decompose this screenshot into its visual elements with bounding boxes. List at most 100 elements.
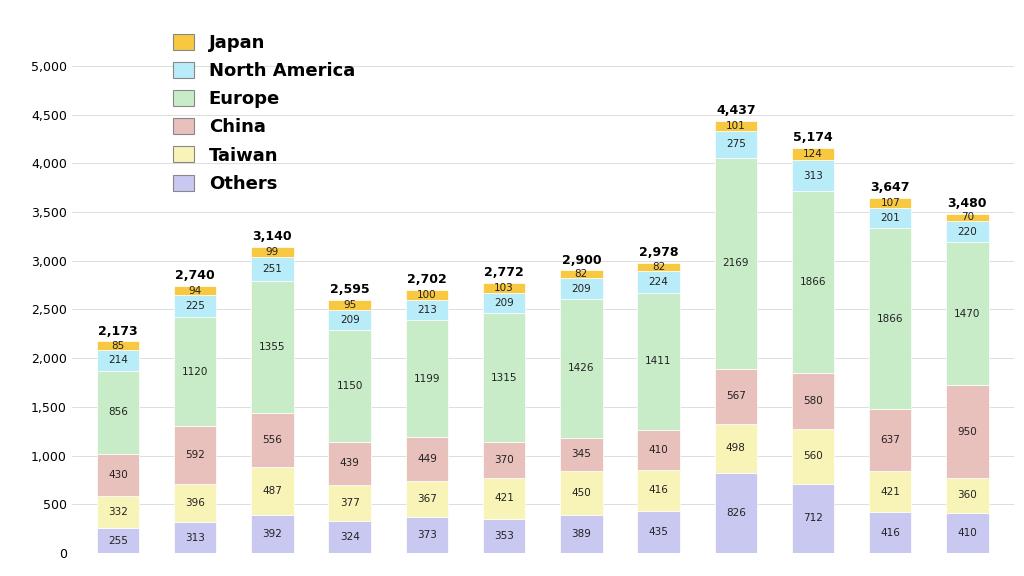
Text: 449: 449 [417,454,437,464]
Bar [329,442,371,484]
Text: 1866: 1866 [800,276,826,287]
Bar [174,522,216,553]
Bar [483,293,525,313]
Text: 3,140: 3,140 [253,230,292,243]
Bar [560,278,602,299]
Bar [560,438,602,471]
Bar [946,214,988,221]
Bar [97,370,139,454]
Text: 2,595: 2,595 [330,283,370,297]
Text: 3,647: 3,647 [870,181,910,194]
Bar [174,484,216,522]
Bar [792,373,835,429]
Bar [251,247,294,257]
Text: 353: 353 [495,530,514,541]
Text: 2,740: 2,740 [175,269,215,282]
Text: 712: 712 [803,513,823,523]
Text: 392: 392 [262,529,283,539]
Text: 416: 416 [881,528,900,538]
Text: 421: 421 [881,487,900,497]
Bar [637,293,680,430]
Text: 255: 255 [109,536,128,545]
Bar [483,283,525,293]
Bar [97,496,139,528]
Bar [97,350,139,370]
Text: 826: 826 [726,507,745,518]
Bar [406,290,449,300]
Text: 592: 592 [185,450,205,460]
Text: 124: 124 [803,149,823,160]
Text: 3,480: 3,480 [947,197,987,210]
Bar [483,313,525,442]
Text: 209: 209 [495,298,514,308]
Bar [97,454,139,496]
Text: 201: 201 [881,213,900,223]
Bar [483,518,525,553]
Bar [174,286,216,295]
Bar [174,426,216,484]
Text: 345: 345 [571,449,591,460]
Bar [637,271,680,293]
Text: 637: 637 [881,435,900,445]
Text: 82: 82 [652,262,666,272]
Bar [637,470,680,510]
Text: 556: 556 [262,435,283,445]
Text: 103: 103 [495,283,514,293]
Bar [946,385,988,478]
Bar [946,478,988,513]
Text: 1470: 1470 [954,309,981,319]
Bar [329,484,371,521]
Text: 370: 370 [495,454,514,465]
Bar [869,208,911,228]
Text: 2169: 2169 [723,258,749,268]
Bar [946,242,988,385]
Text: 1866: 1866 [877,313,903,324]
Text: 2,702: 2,702 [407,273,446,286]
Bar [483,478,525,518]
Bar [483,442,525,478]
Bar [560,299,602,438]
Text: 950: 950 [957,427,977,437]
Text: 1199: 1199 [414,374,440,384]
Bar [869,513,911,553]
Text: 2,772: 2,772 [484,266,524,279]
Bar [715,131,757,157]
Bar [792,160,835,191]
Bar [97,342,139,350]
Bar [715,157,757,369]
Text: 435: 435 [648,527,669,537]
Text: 224: 224 [648,277,669,287]
Bar [792,429,835,484]
Bar [174,317,216,426]
Bar [406,481,449,517]
Text: 560: 560 [803,452,823,461]
Text: 1150: 1150 [337,381,362,391]
Text: 1315: 1315 [490,373,517,382]
Text: 430: 430 [109,470,128,480]
Text: 99: 99 [266,247,280,257]
Text: 450: 450 [571,488,591,498]
Bar [560,471,602,515]
Bar [869,471,911,513]
Text: 1120: 1120 [182,367,209,377]
Text: 410: 410 [957,528,977,538]
Text: 70: 70 [961,213,974,222]
Text: 4,437: 4,437 [716,104,756,117]
Text: 2,173: 2,173 [98,324,138,338]
Text: 1411: 1411 [645,357,672,366]
Bar [715,424,757,472]
Bar [792,191,835,373]
Text: 214: 214 [109,355,128,365]
Bar [251,257,294,281]
Bar [715,369,757,424]
Bar [174,295,216,317]
Bar [792,148,835,160]
Text: 85: 85 [112,340,125,351]
Bar [869,410,911,471]
Bar [946,221,988,242]
Text: 275: 275 [726,139,745,149]
Text: 213: 213 [417,305,437,315]
Text: 396: 396 [185,498,205,508]
Text: 251: 251 [262,264,283,274]
Text: 367: 367 [417,494,437,504]
